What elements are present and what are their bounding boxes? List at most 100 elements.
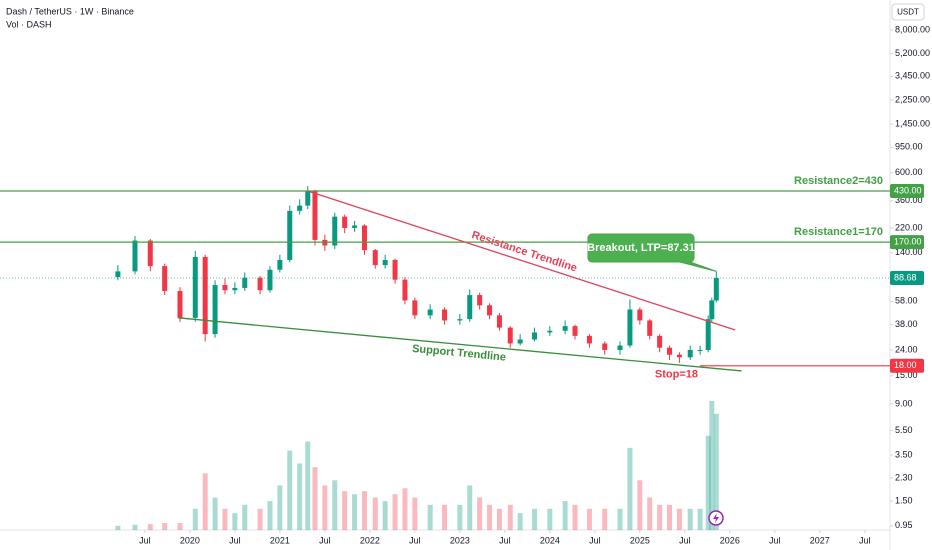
volume-bar	[442, 505, 447, 530]
volume-bar	[477, 498, 482, 530]
level-name: Resistance2=430	[794, 175, 883, 187]
volume-bar	[232, 513, 237, 530]
candle-body	[277, 260, 282, 270]
candle-body	[352, 225, 357, 227]
volume-bar	[177, 523, 182, 530]
y-tick-label: 8,000.00	[895, 24, 930, 34]
y-tick-label: 2,250.00	[895, 94, 930, 104]
volume-tick-label: 5.50	[895, 425, 913, 435]
last-price-label: 88.68	[894, 272, 917, 282]
candle-body	[709, 300, 714, 319]
volume-bar	[402, 488, 407, 530]
volume-bar	[393, 494, 398, 530]
candle-body	[706, 319, 711, 350]
level-tag-label: 170.00	[894, 237, 922, 247]
y-tick-label: 3,450.00	[895, 71, 930, 81]
x-tick-label: Jul	[139, 535, 151, 545]
volume-bar	[277, 485, 282, 530]
level-tag-label: 18.00	[894, 360, 917, 370]
candle-body	[518, 340, 523, 344]
x-tick-label: Jul	[229, 535, 241, 545]
x-tick-label: Jul	[409, 535, 421, 545]
candle-body	[402, 280, 407, 301]
x-tick-label: Jul	[769, 535, 781, 545]
volume-bar	[305, 441, 310, 530]
candle-body	[297, 206, 302, 211]
volume-tick-label: 0.95	[895, 520, 913, 530]
volume-tick-label: 1.50	[895, 495, 913, 505]
x-tick-label: 2020	[180, 535, 200, 545]
candle-body	[393, 260, 398, 280]
x-tick-label: Jul	[319, 535, 331, 545]
volume-bar	[647, 498, 652, 530]
volume-bar	[132, 525, 137, 530]
x-tick-label: 2026	[720, 535, 740, 545]
volume-bar	[203, 473, 208, 530]
candle-body	[487, 305, 492, 315]
level-tag-label: 430.00	[894, 185, 922, 195]
callout-text: Breakout, LTP=87.31	[587, 242, 695, 254]
volume-tick-label: 2.30	[895, 472, 913, 482]
candle-body	[667, 348, 672, 355]
y-tick-label: 950.00	[895, 142, 923, 152]
volume-tick-label: 3.50	[895, 449, 913, 459]
candle-body	[115, 271, 120, 277]
candle-body	[587, 336, 592, 344]
candle-body	[637, 310, 642, 321]
candle-body	[563, 326, 568, 331]
x-tick-label: 2022	[360, 535, 380, 545]
volume-bar	[312, 467, 317, 530]
candle-body	[213, 285, 218, 334]
candle-body	[627, 310, 632, 346]
candle-body	[132, 241, 137, 272]
volume-bar	[342, 491, 347, 530]
candle-body	[162, 266, 167, 291]
candle-body	[532, 332, 537, 339]
x-tick-label: 2023	[450, 535, 470, 545]
candle-body	[467, 295, 472, 319]
chart: Dash / TetherUS · 1W · Binance Vol · DAS…	[0, 0, 932, 550]
volume-bar	[428, 505, 433, 530]
volume-bar	[618, 509, 623, 530]
candle-body	[362, 225, 367, 250]
candle-body	[332, 217, 337, 246]
candle-body	[497, 315, 502, 327]
volume-bar	[602, 509, 607, 530]
candle-body	[714, 278, 719, 300]
y-tick-label: 5,200.00	[895, 48, 930, 58]
volume-bar	[587, 509, 592, 530]
volume-bar	[362, 491, 367, 530]
candle-body	[602, 343, 607, 349]
volume-bar	[677, 509, 682, 530]
candle-body	[618, 346, 623, 350]
x-tick-label: Jul	[859, 535, 871, 545]
y-tick-label: 24.00	[895, 344, 918, 354]
volume-bar	[467, 485, 472, 530]
volume-bar	[563, 501, 568, 530]
candle-body	[688, 350, 693, 357]
volume-bar	[627, 448, 632, 530]
candle-body	[647, 320, 652, 335]
candle-body	[177, 291, 182, 318]
volume-bar	[322, 485, 327, 530]
x-tick-label: Jul	[679, 535, 691, 545]
y-tick-label: 58.00	[895, 296, 918, 306]
volume-bar	[457, 505, 462, 530]
volume-bar	[332, 480, 337, 530]
level-name: Stop=18	[655, 369, 698, 381]
x-tick-label: Jul	[589, 535, 601, 545]
x-tick-label: 2025	[630, 535, 650, 545]
candle-body	[373, 250, 378, 265]
chart-subtitle: Vol · DASH	[6, 19, 52, 29]
candle-body	[232, 288, 237, 290]
x-tick-label: 2027	[810, 535, 830, 545]
volume-bar	[637, 480, 642, 530]
candle-body	[457, 319, 462, 320]
currency[interactable]: USDT	[897, 8, 919, 17]
volume-bar	[148, 524, 153, 530]
volume-bar	[115, 526, 120, 530]
candle-body	[428, 310, 433, 316]
volume-bar	[573, 505, 578, 530]
volume-bar	[518, 513, 523, 530]
volume-bar	[547, 509, 552, 530]
